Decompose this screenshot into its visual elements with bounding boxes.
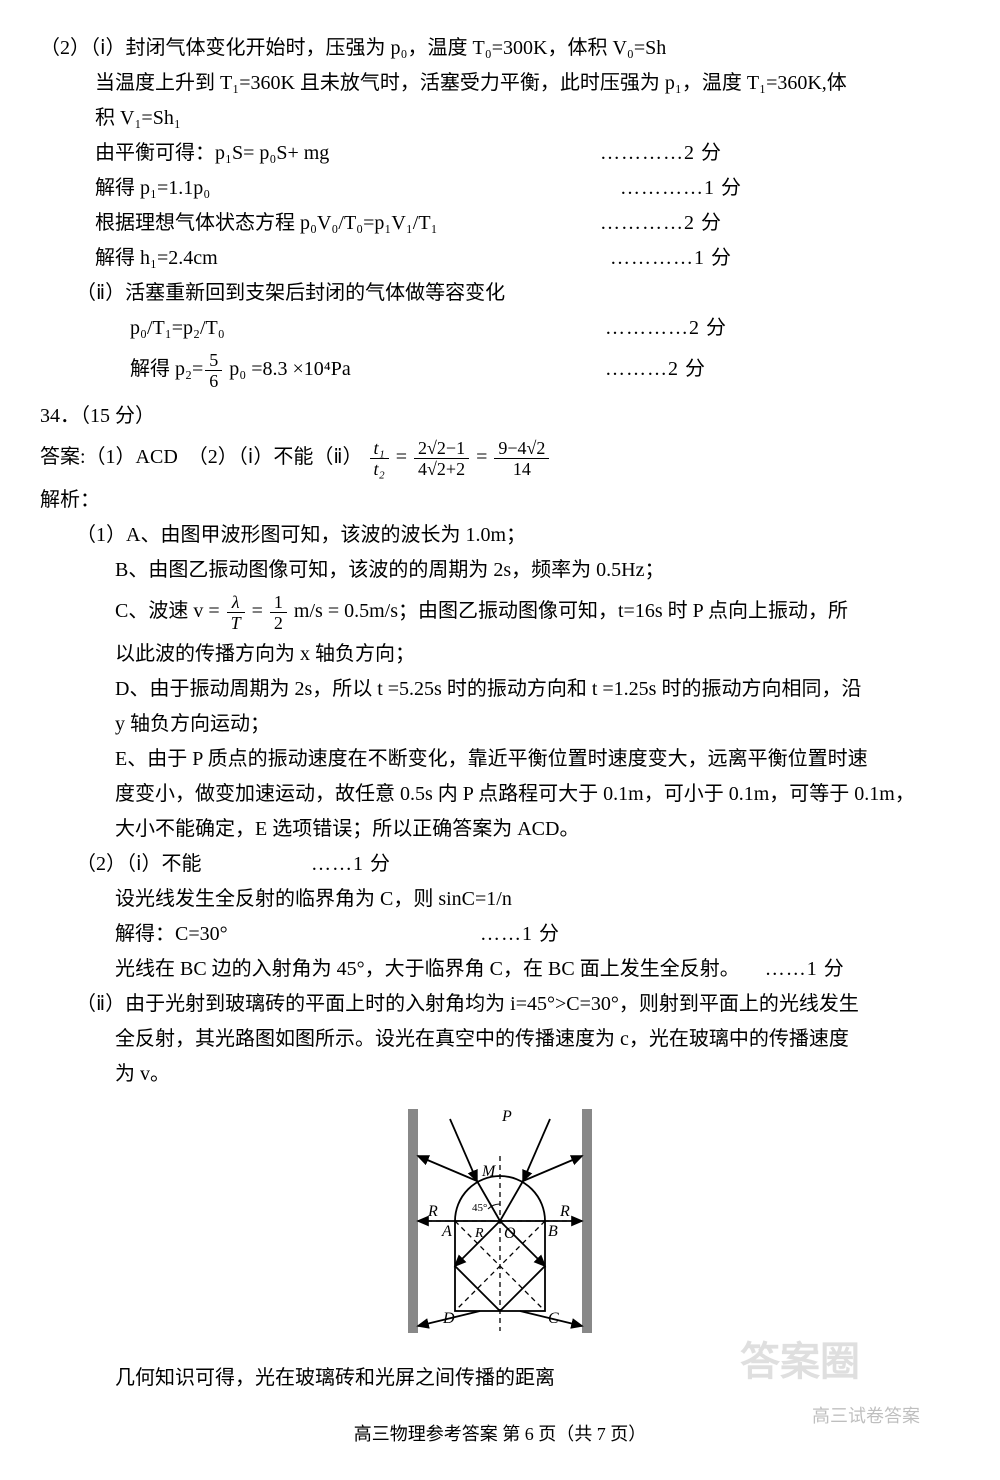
q2i-l3: 积 V₁=Sh₁ — [40, 102, 960, 135]
q2i-l7a: 解得 h₁=2.4cm — [95, 242, 605, 275]
q2ii-l3a: 解得 p₂=56 p₀ =8.3 ×10⁴Pa — [130, 351, 600, 390]
frac-right: 9−4√214 — [494, 439, 549, 478]
label-R2: R — [559, 1203, 570, 1220]
frac-lambda-t: λT — [227, 593, 245, 632]
label-D: D — [442, 1310, 455, 1327]
q2i-l4a: 由平衡可得：p₁S= p₀S+ mg — [95, 137, 595, 170]
q2i-l2: 当温度上升到 T₁=360K 且未放气时，活塞受力平衡，此时压强为 p₁，温度 … — [40, 67, 960, 100]
label-B: B — [548, 1223, 558, 1240]
p2-i3: 解得：C=30° ……1 分 — [40, 918, 960, 951]
frac-5-6: 56 — [205, 351, 222, 390]
q2i-l1: （2）（ⅰ）封闭气体变化开始时，压强为 p₀，温度 T₀=300K，体积 V₀=… — [40, 32, 960, 65]
p2-ii3: 为 v。 — [40, 1058, 960, 1091]
frac-t1-t2: t₁t₂ — [370, 439, 389, 478]
q2i-l4b: …………2 分 — [600, 142, 722, 164]
label-A: A — [441, 1223, 452, 1240]
frac-mid: 2√2−14√2+2 — [414, 439, 469, 478]
p1-c: C、波速 v = λT = 12 m/s = 0.5m/s；由图乙振动图像可知，… — [40, 593, 960, 632]
q2ii-l3b: ………2 分 — [605, 358, 706, 380]
q2ii-l3: 解得 p₂=56 p₀ =8.3 ×10⁴Pa ………2 分 — [40, 351, 960, 390]
p1-c2: 以此波的传播方向为 x 轴负方向； — [40, 638, 960, 671]
p1-e3: 大小不能确定，E 选项错误；所以正确答案为 ACD。 — [40, 813, 960, 846]
q2i-l7b: …………1 分 — [610, 247, 732, 269]
label-M: M — [481, 1163, 497, 1180]
q2i-l6b: …………2 分 — [600, 212, 722, 234]
q2i-l7: 解得 h₁=2.4cm …………1 分 — [40, 242, 960, 275]
label-R1: R — [427, 1203, 438, 1220]
optics-diagram: P M R R A O B D C 45° R — [40, 1101, 960, 1352]
q2i-l6a: 根据理想气体状态方程 p₀V₀/T₀=p₁V₁/T₁ — [95, 207, 595, 240]
p2-ii2: 全反射，其光路图如图所示。设光在真空中的传播速度为 c，光在玻璃中的传播速度 — [40, 1023, 960, 1056]
p1-e: E、由于 P 质点的振动速度在不断变化，靠近平衡位置时速度变大，远离平衡位置时速 — [40, 743, 960, 776]
p1-a: （1）A、由图甲波形图可知，该波的波长为 1.0m； — [40, 519, 960, 552]
q2ii-l2: p₀/T₁=p₂/T₀ …………2 分 — [40, 312, 960, 345]
q2i-l5: 解得 p₁=1.1p₀ …………1 分 — [40, 172, 960, 205]
label-P: P — [501, 1108, 512, 1125]
jiexi-label: 解析： — [40, 484, 960, 517]
q34-header: 34．（15 分） — [40, 400, 960, 433]
p2-i1: （2）（ⅰ）不能 ……1 分 — [40, 848, 960, 881]
p2-i2: 设光线发生全反射的临界角为 C，则 sinC=1/n — [40, 883, 960, 916]
label-ang: 45° — [472, 1202, 487, 1214]
q2ii-l2b: …………2 分 — [605, 317, 727, 339]
watermark-small: 高三试卷答案 — [812, 1402, 920, 1432]
diagram-svg: P M R R A O B D C 45° R — [380, 1101, 620, 1341]
q2ii-l1: （ⅱ）活塞重新回到支架后封闭的气体做等容变化 — [40, 277, 960, 310]
p1-b: B、由图乙振动图像可知，该波的的周期为 2s，频率为 0.5Hz； — [40, 554, 960, 587]
label-C: C — [548, 1310, 559, 1327]
frac-1-2: 12 — [270, 593, 287, 632]
page: （2）（ⅰ）封闭气体变化开始时，压强为 p₀，温度 T₀=300K，体积 V₀=… — [40, 32, 960, 1450]
q2ii-l2a: p₀/T₁=p₂/T₀ — [130, 312, 600, 345]
q34-answer: 答案:（1）ACD （2）（ⅰ）不能（ⅱ） t₁t₂ = 2√2−14√2+2 … — [40, 439, 960, 478]
q2i-l5a: 解得 p₁=1.1p₀ — [95, 172, 615, 205]
label-Rsmall: R — [474, 1226, 484, 1241]
q2i-l6: 根据理想气体状态方程 p₀V₀/T₀=p₁V₁/T₁ …………2 分 — [40, 207, 960, 240]
label-O: O — [504, 1225, 516, 1242]
watermark-big: 答案圈 — [740, 1329, 860, 1395]
q2i-l5b: …………1 分 — [620, 177, 742, 199]
p1-d: D、由于振动周期为 2s，所以 t =5.25s 时的振动方向和 t =1.25… — [40, 673, 960, 706]
q2i-l4: 由平衡可得：p₁S= p₀S+ mg …………2 分 — [40, 137, 960, 170]
p2-i4: 光线在 BC 边的入射角为 45°，大于临界角 C，在 BC 面上发生全反射。 … — [40, 953, 960, 986]
p1-d2: y 轴负方向运动； — [40, 708, 960, 741]
p2-ii1: （ⅱ）由于光射到玻璃砖的平面上时的入射角均为 i=45°>C=30°，则射到平面… — [40, 988, 960, 1021]
p1-e2: 度变小，做变加速运动，故任意 0.5s 内 P 点路程可大于 0.1m，可小于 … — [40, 778, 960, 811]
